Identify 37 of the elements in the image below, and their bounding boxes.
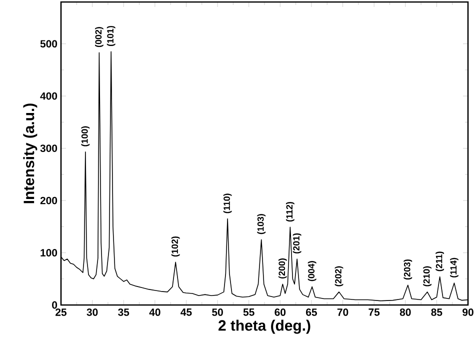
annotation: (200) (278, 258, 287, 278)
annotation: (202) (334, 266, 344, 286)
y-tick-label: 100 (40, 249, 58, 256)
annotation: (210) (423, 266, 432, 286)
x-tick-label: 65 (306, 308, 317, 316)
annotation: (211) (436, 252, 444, 272)
x-tick-label: 55 (243, 308, 254, 316)
x-tick-label: 75 (368, 308, 380, 316)
y-tick-label: 200 (40, 196, 58, 204)
x-tick-label: 40 (149, 308, 160, 316)
x-tick-label: 30 (86, 308, 98, 316)
x-tick-label: 35 (118, 308, 130, 316)
annotation: (103) (257, 214, 266, 234)
annotation: (102) (171, 236, 180, 257)
annotation: (101) (106, 26, 116, 46)
x-tick-label: 90 (462, 308, 474, 316)
x-tick-label: 60 (274, 308, 286, 316)
y-tick-label: 500 (40, 40, 58, 48)
y-tick-label: 300 (40, 144, 58, 152)
y-tick-label: 0 (52, 301, 58, 309)
x-tick-label: 25 (56, 308, 67, 316)
annotation: (201) (292, 233, 302, 254)
annotation: (203) (404, 259, 412, 280)
x-tick-label: 50 (212, 308, 223, 316)
x-tick-label: 80 (400, 308, 411, 316)
annotation: (112) (286, 202, 294, 222)
x-tick-label: 45 (180, 308, 192, 316)
x-tick-label: 70 (337, 308, 348, 316)
x-axis-title: 2 theta (deg.) (218, 320, 310, 334)
annotation: (004) (308, 261, 316, 282)
annotation: (002) (95, 27, 104, 48)
annotation: (100) (81, 126, 90, 146)
y-tick-label: 400 (40, 92, 58, 100)
x-tick-label: 85 (431, 308, 442, 316)
y-axis-title: Intensity (a.u.) (23, 104, 38, 204)
annotation: (110) (223, 194, 232, 214)
annotation: (114) (450, 258, 458, 278)
